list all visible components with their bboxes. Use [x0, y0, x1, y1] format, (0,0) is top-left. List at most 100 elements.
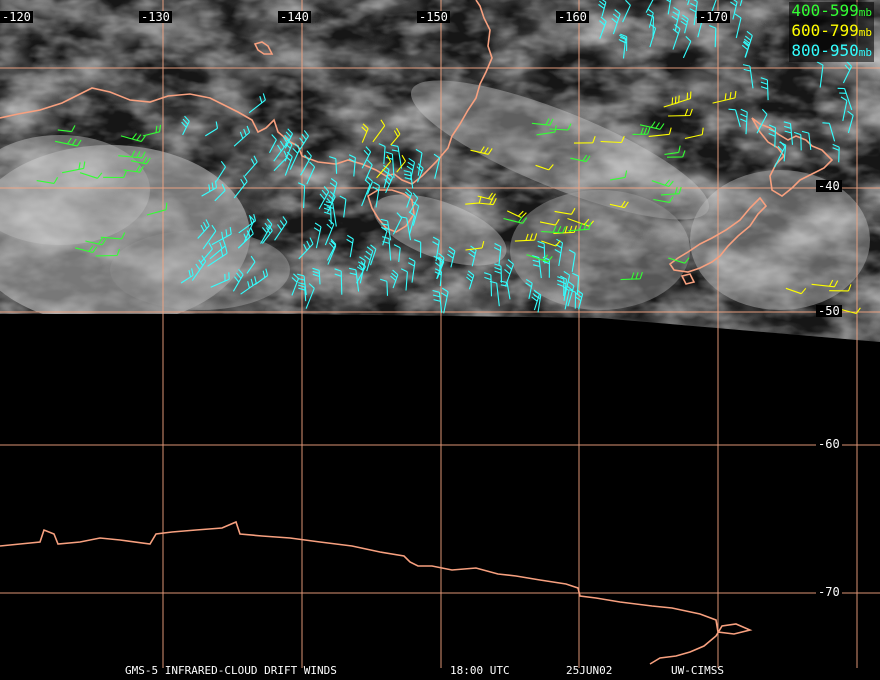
wind-barb — [297, 130, 309, 154]
wind-barb — [356, 260, 366, 284]
wind-barb — [668, 257, 690, 264]
wind-barb — [599, 16, 607, 39]
wind-barb — [671, 6, 681, 32]
wind-barb — [403, 170, 414, 189]
wind-barb — [416, 163, 424, 183]
wind-barb — [95, 248, 121, 257]
wind-barb — [684, 127, 704, 140]
wind-barb — [240, 276, 257, 295]
wind-barb — [61, 161, 86, 174]
wind-barb — [734, 13, 742, 39]
wind-barb — [273, 150, 288, 172]
wind-barb — [709, 24, 717, 48]
wind-barb — [210, 272, 230, 288]
wind-barb — [348, 154, 356, 177]
wind-barb — [783, 121, 794, 145]
wind-barb — [298, 237, 314, 260]
wind-barb — [205, 121, 219, 137]
wind-barb — [248, 93, 266, 114]
wind-barb — [348, 267, 360, 292]
wind-barb — [376, 155, 392, 179]
wind-barb — [237, 227, 254, 249]
wind-barb — [665, 0, 672, 15]
wind-barb — [412, 201, 420, 226]
wind-barb — [297, 284, 307, 302]
wind-barb — [75, 245, 98, 254]
wind-barb — [832, 143, 840, 163]
legend-unit: mb — [858, 46, 872, 59]
wind-barb — [291, 273, 300, 296]
wind-barb — [123, 165, 144, 173]
wind-barb — [647, 8, 654, 28]
wind-barb — [620, 271, 643, 281]
wind-barb — [120, 133, 146, 143]
wind-barb — [209, 239, 226, 260]
wind-barb — [361, 123, 369, 143]
wind-barb — [649, 23, 657, 48]
wind-barb — [600, 135, 625, 144]
wind-barb — [364, 246, 374, 272]
wind-barb — [414, 239, 422, 258]
wind-barb — [356, 256, 366, 284]
wind-barb — [682, 36, 692, 59]
wind-barb — [447, 246, 456, 268]
wind-barb — [433, 153, 441, 179]
wind-barb — [366, 176, 374, 195]
wind-barb — [468, 245, 477, 267]
wind-barb — [742, 64, 754, 89]
wind-barb — [54, 137, 82, 147]
wind-barb — [329, 178, 338, 203]
wind-barb — [514, 233, 538, 242]
wind-barb — [372, 119, 386, 143]
wind-barb — [756, 108, 768, 134]
wind-barb — [323, 203, 332, 225]
wind-barb — [380, 278, 389, 296]
wind-barb — [822, 122, 836, 142]
wind-barb — [768, 124, 777, 148]
wind-barb — [666, 150, 686, 158]
wind-barb — [639, 121, 665, 130]
wind-barb — [811, 279, 839, 288]
wind-barb — [327, 238, 337, 261]
wind-barb — [526, 254, 553, 263]
wind-barb — [200, 242, 213, 264]
wind-barb — [85, 237, 107, 246]
wind-barb — [465, 240, 485, 251]
wind-barb — [760, 77, 769, 101]
wind-barb — [840, 96, 848, 122]
wind-barb — [400, 268, 408, 291]
wind-barb — [493, 243, 502, 265]
wind-barb — [396, 154, 406, 173]
wind-barb — [793, 131, 802, 151]
wind-barb — [130, 157, 151, 165]
wind-barb — [273, 136, 288, 162]
wind-barb — [297, 182, 306, 209]
wind-barb — [369, 244, 377, 266]
wind-barb — [572, 272, 580, 296]
wind-barb — [300, 150, 312, 176]
caption-time: 18:00 UTC — [450, 664, 510, 677]
wind-barb — [730, 0, 738, 20]
wind-barb — [477, 192, 496, 200]
wind-barb — [609, 200, 629, 209]
wind-barb — [740, 108, 748, 135]
wind-barb — [432, 289, 443, 313]
legend-row-600-799: 600-799mb — [791, 22, 872, 42]
wind-barbs — [36, 0, 861, 315]
wind-barb — [407, 257, 416, 283]
wind-barb — [339, 195, 347, 218]
wind-barb — [327, 240, 337, 265]
wind-barb — [390, 127, 401, 146]
wind-barb — [847, 110, 854, 134]
lat-label-60: -60 — [816, 437, 842, 451]
wind-barb — [399, 216, 412, 241]
stewart-island — [680, 273, 696, 285]
wind-barb — [312, 267, 321, 285]
wind-barb — [415, 148, 423, 176]
wind-barb — [494, 263, 503, 283]
wind-barb — [611, 9, 621, 35]
wind-barb — [553, 225, 577, 234]
caption-date: 25JUN02 — [566, 664, 613, 677]
